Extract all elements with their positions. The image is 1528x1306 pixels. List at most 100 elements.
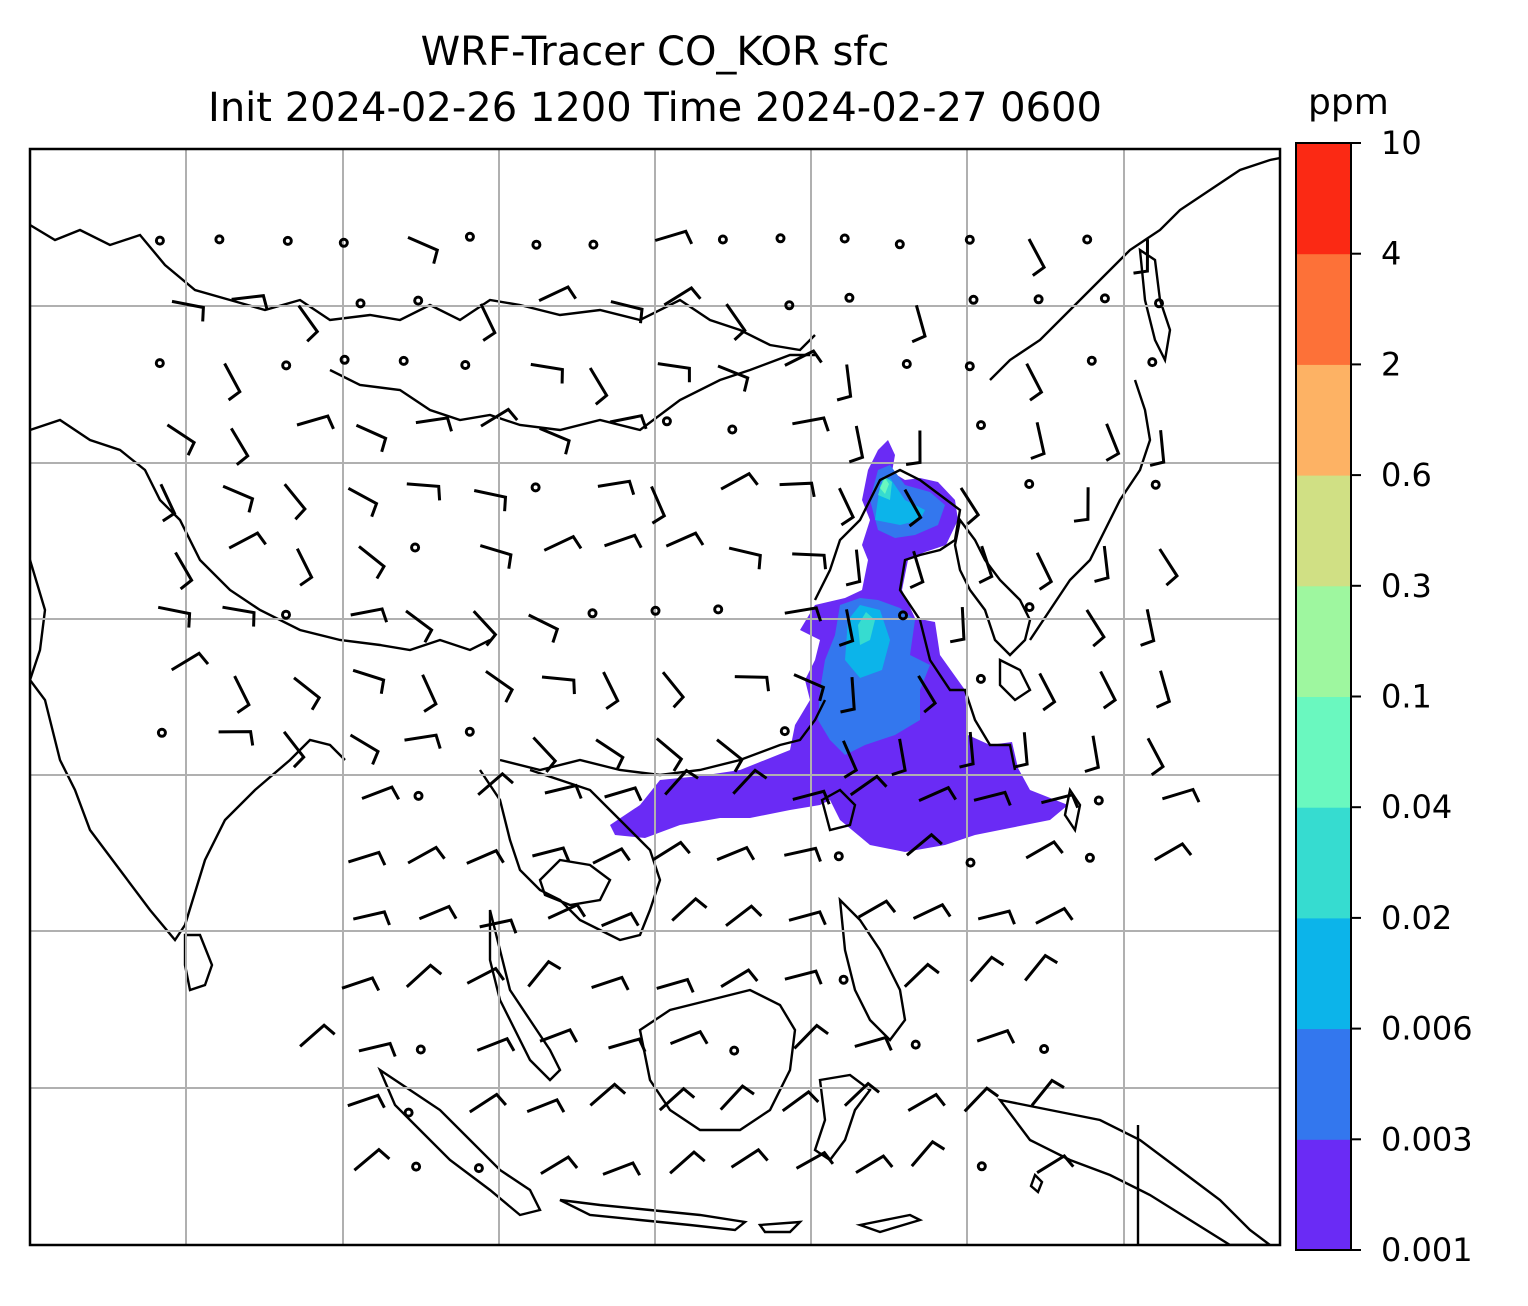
calm-wind-marker [281, 609, 291, 620]
colorbar-tick-label: 0.6 [1381, 456, 1432, 494]
wind-barb [1153, 842, 1193, 862]
wind-barb [732, 768, 768, 795]
calm-wind-marker [587, 608, 598, 619]
wind-barb [1073, 487, 1090, 523]
map-gridlines [30, 149, 1280, 1245]
wind-barb [1030, 1078, 1065, 1107]
wind-barb [969, 955, 1005, 983]
wind-barb [466, 848, 505, 865]
wind-barb [907, 1092, 946, 1112]
calm-wind-marker [844, 292, 855, 303]
wind-barb [918, 785, 957, 802]
wind-barb [719, 1084, 755, 1111]
wind-barb [1105, 423, 1121, 462]
calm-wind-marker [910, 1039, 921, 1050]
wind-barb [843, 1081, 881, 1107]
wind-barb [857, 899, 897, 919]
wind-barb [407, 236, 440, 264]
wind-barb [792, 789, 831, 805]
wind-barb [1133, 239, 1149, 275]
colorbar-unit-label: ppm [1308, 82, 1389, 123]
taiwan [1063, 786, 1082, 834]
calm-wind-marker [1082, 234, 1093, 245]
wind-barb [911, 304, 927, 344]
plume-level-5 [880, 478, 889, 494]
wind-barb [544, 783, 583, 800]
wind-barb [591, 975, 630, 991]
wind-barb [917, 675, 938, 714]
hainan [820, 788, 857, 832]
wind-barb [792, 552, 827, 570]
wind-barb [1155, 670, 1172, 709]
wind-barb [222, 484, 255, 513]
small-island-3 [855, 1213, 924, 1234]
tibet-border [30, 223, 816, 352]
wind-barb [530, 362, 564, 384]
calm-wind-marker [398, 355, 409, 366]
calm-wind-marker [531, 239, 542, 250]
wind-barb [355, 423, 388, 453]
calm-wind-marker [965, 857, 976, 868]
wind-barb [891, 738, 907, 777]
calm-wind-marker [355, 298, 366, 309]
calm-wind-marker [838, 974, 849, 985]
wind-barb [604, 786, 643, 802]
calm-wind-marker [650, 605, 661, 616]
wind-barb [588, 367, 609, 406]
wind-barb [527, 959, 562, 988]
wind-barb [174, 551, 194, 591]
wind-barb [728, 546, 762, 570]
calm-wind-marker [1033, 294, 1044, 305]
wind-barb [608, 1037, 647, 1053]
colorbar-tick-label: 0.02 [1381, 899, 1452, 937]
wind-barb [358, 1041, 397, 1058]
wind-barb [665, 531, 705, 548]
calm-wind-marker [775, 233, 786, 244]
wind-barb [669, 1150, 706, 1175]
wind-barb [538, 285, 577, 302]
calm-wind-marker [1084, 852, 1095, 863]
colorbar-tick-label: 4 [1381, 235, 1401, 273]
wind-barb [231, 294, 269, 310]
colorbar-band [1296, 1028, 1351, 1140]
wind-barb [656, 977, 695, 994]
wind-barb [539, 427, 571, 455]
wind-barb [347, 1093, 386, 1109]
wind-barb [855, 1154, 894, 1174]
map-border [28, 147, 1282, 1247]
wind-barb [959, 731, 975, 769]
wind-barb [1099, 670, 1118, 710]
calm-wind-marker [403, 1107, 414, 1118]
wind-barb [1024, 953, 1059, 982]
colorbar-tick-label: 0.3 [1381, 567, 1432, 605]
wind-barb [358, 545, 386, 580]
wind-barb [784, 969, 823, 985]
calm-wind-marker [413, 790, 424, 801]
wind-barb [781, 1089, 820, 1113]
wind-barb [171, 299, 205, 322]
map-title-line2: Init 2024-02-26 1200 Time 2024-02-27 060… [208, 85, 1102, 131]
wind-barb [650, 485, 667, 525]
wind-barb [784, 606, 823, 622]
wind-barb [661, 671, 686, 709]
wind-barb [795, 1150, 835, 1170]
wind-barb [792, 416, 830, 432]
wind-barb [1025, 840, 1064, 860]
wind-barb [610, 300, 644, 324]
wind-barb [1025, 363, 1044, 402]
wind-barb [350, 607, 389, 623]
borneo [638, 988, 797, 1132]
wind-barb [223, 362, 242, 402]
wind-barb [479, 303, 497, 342]
wind-barb [299, 1023, 336, 1048]
wind-barb [664, 768, 699, 796]
wind-barb [218, 730, 255, 746]
wind-barb [1085, 609, 1106, 648]
wind-barb [716, 738, 744, 773]
calm-wind-marker [413, 295, 424, 306]
colorbar-tick-label: 0.04 [1381, 788, 1452, 826]
calm-wind-marker [411, 1161, 422, 1172]
colorbar-tick-label: 0.006 [1381, 1010, 1473, 1048]
wind-barb [671, 896, 708, 922]
wind-barb [793, 1023, 829, 1050]
